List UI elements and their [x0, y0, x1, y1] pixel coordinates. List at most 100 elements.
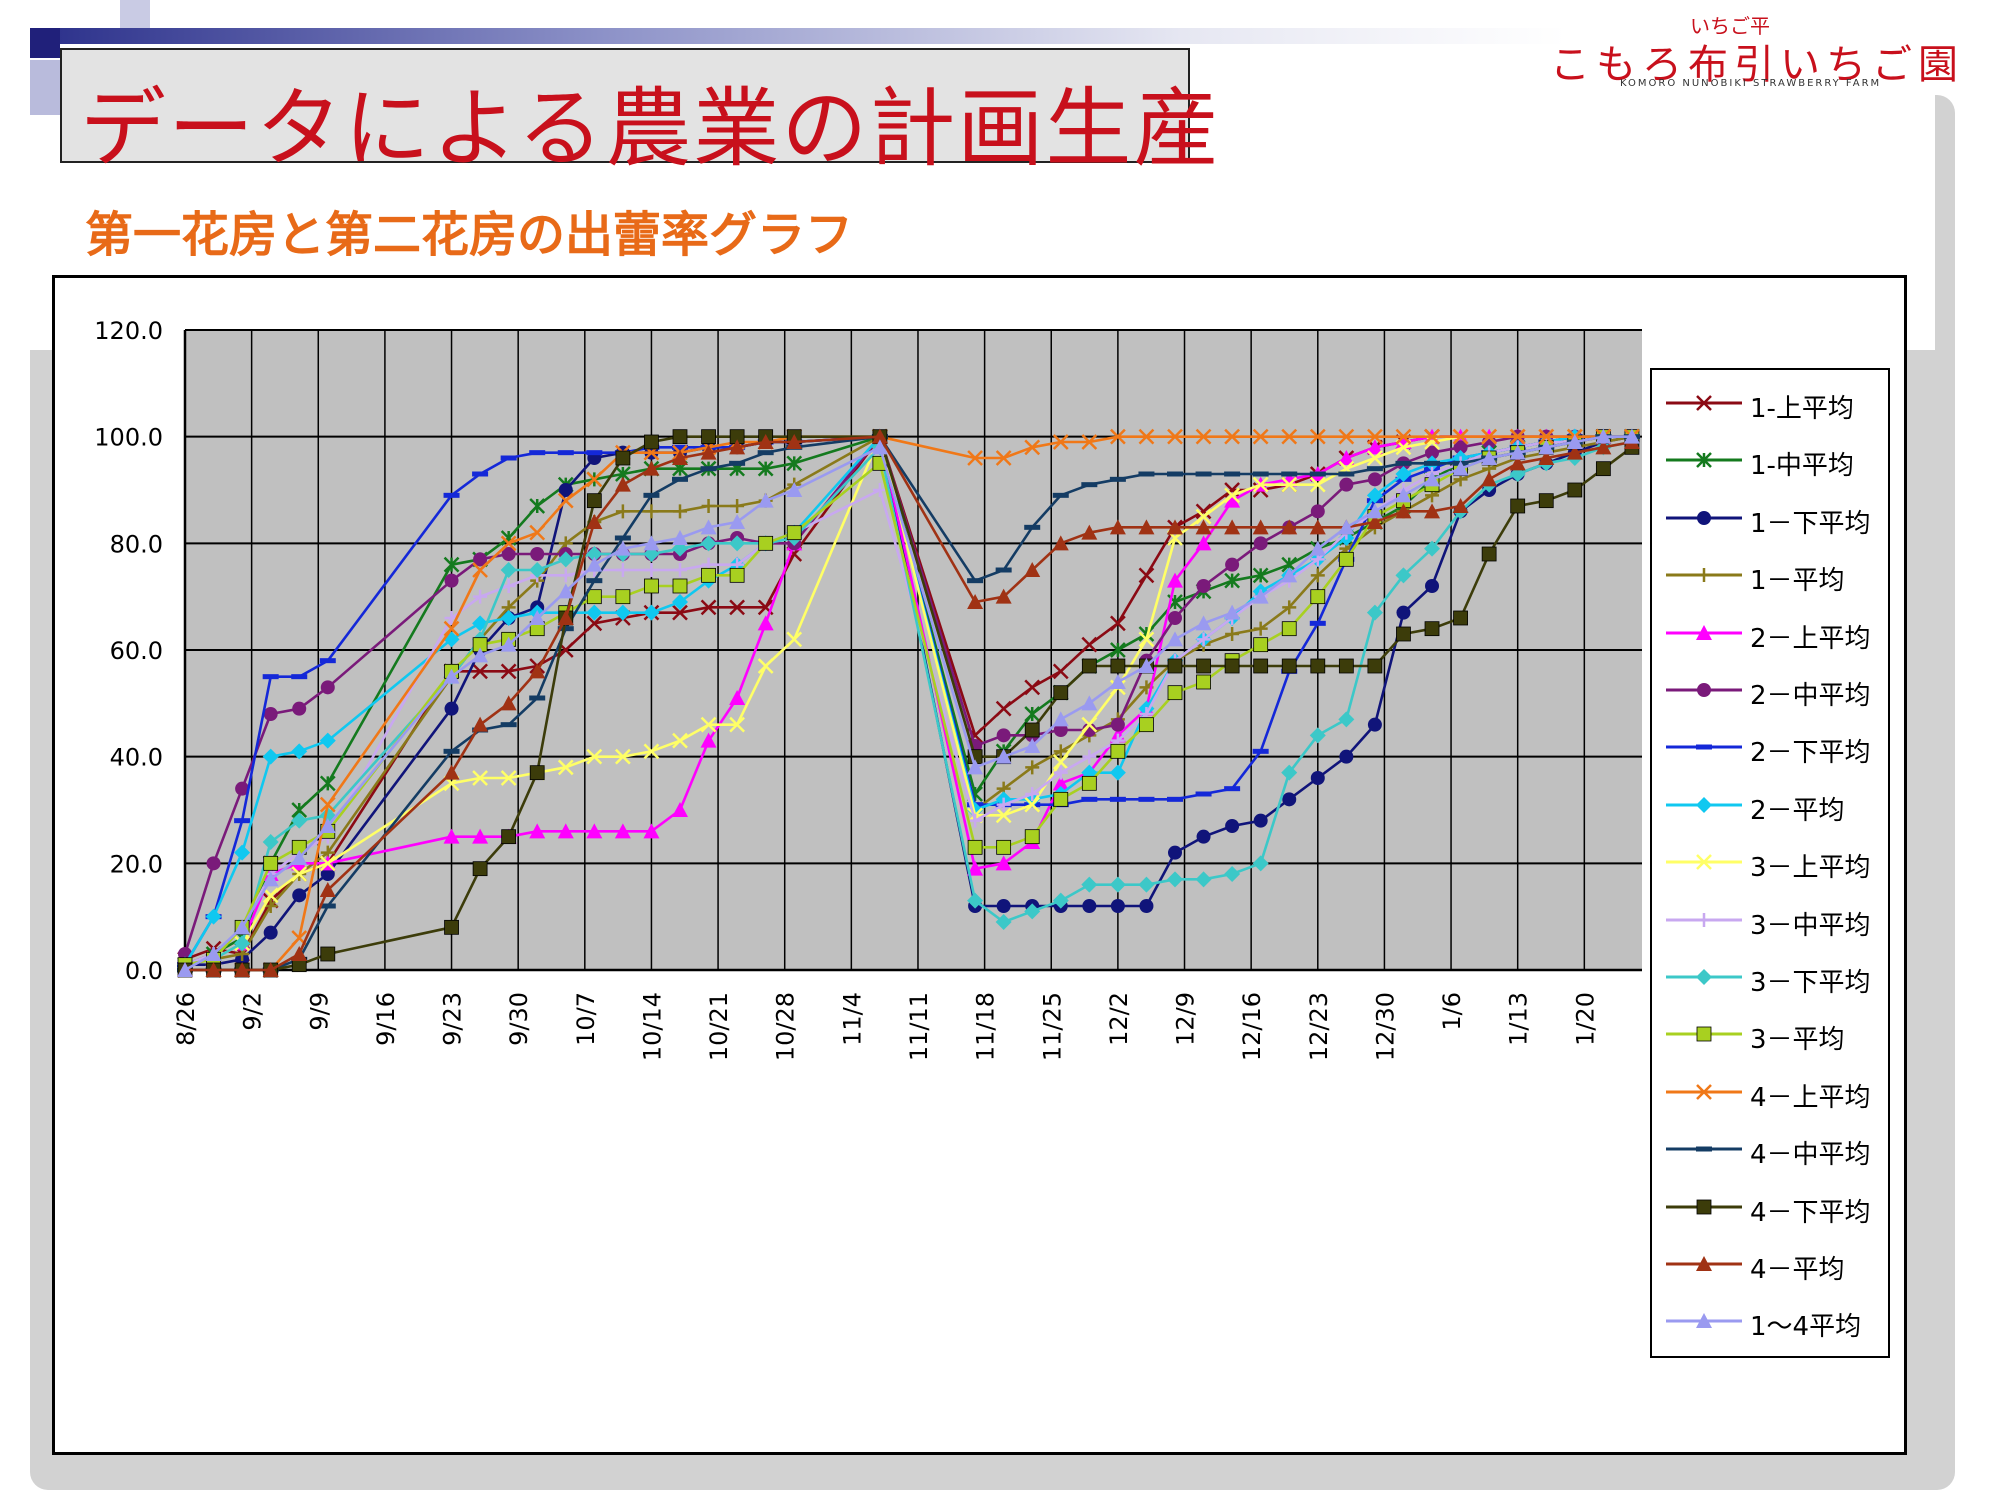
data-point: [1024, 903, 1041, 920]
data-point: [644, 434, 659, 450]
data-point: [1196, 579, 1211, 593]
data-point: [995, 855, 1012, 871]
data-point: [557, 610, 574, 625]
data-point: [1452, 498, 1469, 513]
series-16: [177, 428, 1640, 977]
data-point: [1081, 482, 1098, 488]
series-line: [185, 435, 1633, 972]
data-point: [967, 839, 983, 855]
data-point: [1281, 471, 1298, 477]
data-point: [557, 450, 574, 456]
data-point: [1138, 796, 1155, 802]
data-point: [472, 828, 489, 844]
x-tick-label: 12/16: [1238, 992, 1266, 1061]
legend-label: 2－下平均: [1750, 738, 1871, 769]
data-point: [1538, 493, 1554, 509]
data-point: [995, 914, 1012, 930]
data-point: [614, 535, 631, 541]
data-point: [472, 663, 488, 680]
data-point: [1081, 658, 1097, 674]
data-point: [967, 860, 984, 876]
data-point: [1168, 611, 1182, 625]
data-point: [1309, 471, 1326, 477]
data-point: [292, 888, 307, 903]
data-point: [1109, 615, 1126, 632]
data-point: [1481, 450, 1498, 465]
data-point: [701, 499, 716, 513]
data-point: [291, 743, 308, 760]
data-point: [1110, 899, 1125, 913]
data-point: [1167, 519, 1183, 535]
data-point: [967, 759, 984, 775]
series-line: [184, 435, 1632, 966]
data-point: [615, 504, 630, 519]
data-point: [263, 855, 279, 871]
legend-swatch: [1666, 1256, 1742, 1271]
data-point: [1310, 504, 1325, 519]
data-point: [500, 770, 517, 786]
data-point: [1082, 899, 1097, 913]
legend-marker: [1696, 1256, 1712, 1271]
data-point: [1138, 428, 1155, 445]
data-point: [1253, 658, 1269, 674]
data-point: [262, 871, 279, 887]
data-point: [967, 450, 983, 466]
data-point: [529, 610, 546, 625]
data-point: [757, 450, 774, 456]
data-point: [586, 578, 603, 584]
data-point: [757, 434, 774, 449]
legend-marker: [1697, 510, 1711, 525]
data-point: [1024, 562, 1041, 577]
data-point: [786, 434, 803, 449]
data-point: [319, 855, 336, 872]
data-point: [263, 925, 278, 940]
data-point: [1282, 792, 1297, 807]
data-point: [1396, 626, 1411, 642]
farm-logo: いちご平 こもろ布引いちご園 KOMORO NUNOBIKI STRAWBERR…: [1550, 10, 1970, 90]
data-point: [1425, 445, 1440, 460]
data-point: [1024, 738, 1041, 753]
legend-label: 2－中平均: [1750, 681, 1871, 711]
legend-label: 3－平均: [1750, 1025, 1845, 1056]
data-point: [672, 530, 688, 545]
data-point: [586, 748, 603, 765]
legend-label: 3－上平均: [1750, 853, 1871, 884]
data-point: [967, 578, 984, 584]
data-point: [1052, 775, 1069, 791]
legend-marker: [1697, 683, 1711, 697]
x-tick-label: 10/21: [705, 992, 733, 1061]
data-point: [1081, 434, 1098, 450]
data-point: [586, 546, 603, 562]
data-point: [700, 599, 717, 616]
x-tick-label: 10/28: [772, 992, 800, 1061]
data-point: [1282, 600, 1297, 615]
legend-label: 3－下平均: [1750, 968, 1871, 998]
x-tick-label: 12/23: [1305, 992, 1333, 1061]
data-point: [614, 823, 631, 839]
data-point: [757, 460, 774, 477]
legend-marker: [1697, 912, 1711, 927]
data-point: [672, 802, 688, 817]
data-point: [1367, 717, 1382, 732]
data-point: [1110, 658, 1126, 674]
data-point: [1481, 471, 1498, 487]
data-point: [1566, 444, 1583, 460]
data-point: [1025, 787, 1040, 801]
x-tick-label: 12/9: [1172, 992, 1200, 1046]
data-point: [1395, 487, 1412, 503]
x-tick-label: 10/7: [572, 992, 600, 1046]
data-point: [1309, 428, 1326, 445]
data-point: [1481, 546, 1497, 562]
data-point: [1082, 749, 1097, 764]
data-point: [1224, 492, 1241, 508]
x-tick-label: 9/30: [505, 992, 533, 1046]
data-point: [967, 594, 984, 609]
data-point: [1224, 428, 1241, 445]
legend-item: 3－上平均: [1652, 837, 1892, 887]
data-point: [291, 812, 308, 829]
data-point: [672, 540, 688, 557]
data-point: [995, 807, 1012, 824]
x-tick-label: 9/23: [439, 992, 467, 1046]
x-tick-label: 9/2: [239, 992, 267, 1031]
data-point: [1281, 621, 1297, 637]
